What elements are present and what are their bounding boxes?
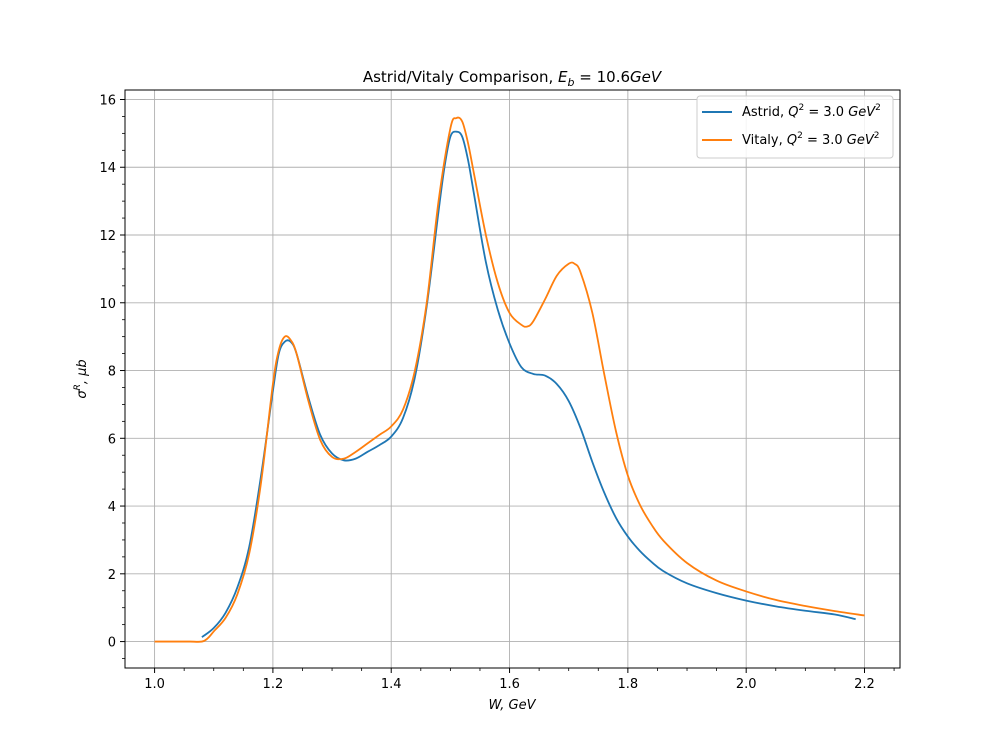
legend-box: [696, 95, 894, 159]
x-tick-label: 2.2: [854, 677, 875, 692]
y-tick-label: 10: [99, 297, 116, 312]
y-tick-label: 6: [108, 432, 116, 447]
y-tick-label: 0: [108, 636, 116, 651]
y-tick-label: 2: [108, 568, 116, 583]
y-tick-label: 14: [99, 161, 116, 176]
x-axis-label: W, GeV: [488, 698, 536, 713]
y-tick-label: 16: [99, 93, 116, 108]
chart-title: Astrid/Vitaly Comparison, Eb = 10.6GeV: [363, 68, 663, 89]
legend: Astrid, Q2 = 3.0 GeV2 Vitaly, Q2 = 3.0 G…: [696, 95, 894, 159]
y-axis-label: σR, μb: [73, 359, 90, 398]
series-layer: [154, 116, 865, 643]
x-tick-label: 1.2: [263, 677, 284, 692]
series-line-astrid: [201, 130, 856, 638]
legend-label-vitaly: Vitaly, Q2 = 3.0 GeV2: [742, 131, 880, 148]
y-tick-label: 8: [108, 365, 116, 380]
x-tick-label: 1.8: [618, 677, 639, 692]
y-axis: 0 2 4 6 8 10 12 14 16: [99, 93, 125, 659]
grid: [125, 90, 900, 668]
axes-frame: [124, 89, 901, 669]
x-axis: 1.0 1.2 1.4 1.6 1.8 2.0 2.2: [144, 668, 895, 692]
y-tick-label: 12: [99, 229, 116, 244]
series-line-vitaly: [154, 116, 865, 643]
x-tick-label: 1.4: [381, 677, 402, 692]
x-tick-label: 2.0: [736, 677, 757, 692]
legend-label-astrid: Astrid, Q2 = 3.0 GeV2: [742, 103, 881, 120]
x-tick-label: 1.6: [499, 677, 520, 692]
y-tick-label: 4: [108, 500, 116, 515]
x-tick-label: 1.0: [144, 677, 165, 692]
